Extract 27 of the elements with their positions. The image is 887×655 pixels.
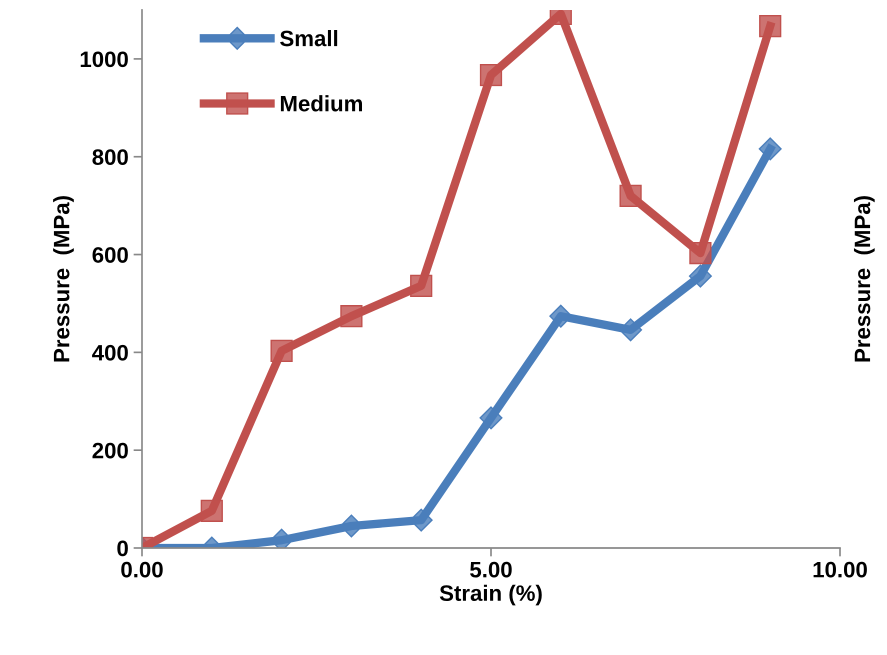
point: [410, 274, 432, 297]
y-tick-label: 1000: [80, 51, 128, 68]
point: [758, 137, 782, 160]
point: [619, 184, 642, 207]
legend-label: Small: [280, 30, 338, 46]
y-tick-label: 400: [92, 344, 128, 361]
point: [480, 406, 502, 430]
x-tick-label: 10.00: [814, 562, 867, 578]
point: [340, 305, 363, 328]
y-axis-title: Pressure (MPa): [53, 196, 74, 362]
point: [619, 318, 642, 342]
point: [688, 264, 712, 288]
legend-label: Medium: [280, 95, 362, 112]
y2-axis-title: Pressure (MPa): [854, 196, 875, 362]
point: [549, 304, 572, 328]
y-tick-label: 0: [117, 540, 128, 556]
y-tick-label: 800: [92, 149, 128, 165]
x-axis-title: Strain (%): [440, 584, 542, 606]
y-tick-label: 200: [92, 442, 128, 458]
point: [270, 340, 293, 362]
point: [759, 15, 782, 38]
point: [480, 64, 502, 86]
x-tick-label: 0.00: [121, 562, 163, 578]
y-tick-label: 600: [92, 247, 128, 263]
x-tick-label: 5.00: [470, 562, 512, 578]
point: [200, 500, 223, 522]
point: [689, 242, 712, 264]
